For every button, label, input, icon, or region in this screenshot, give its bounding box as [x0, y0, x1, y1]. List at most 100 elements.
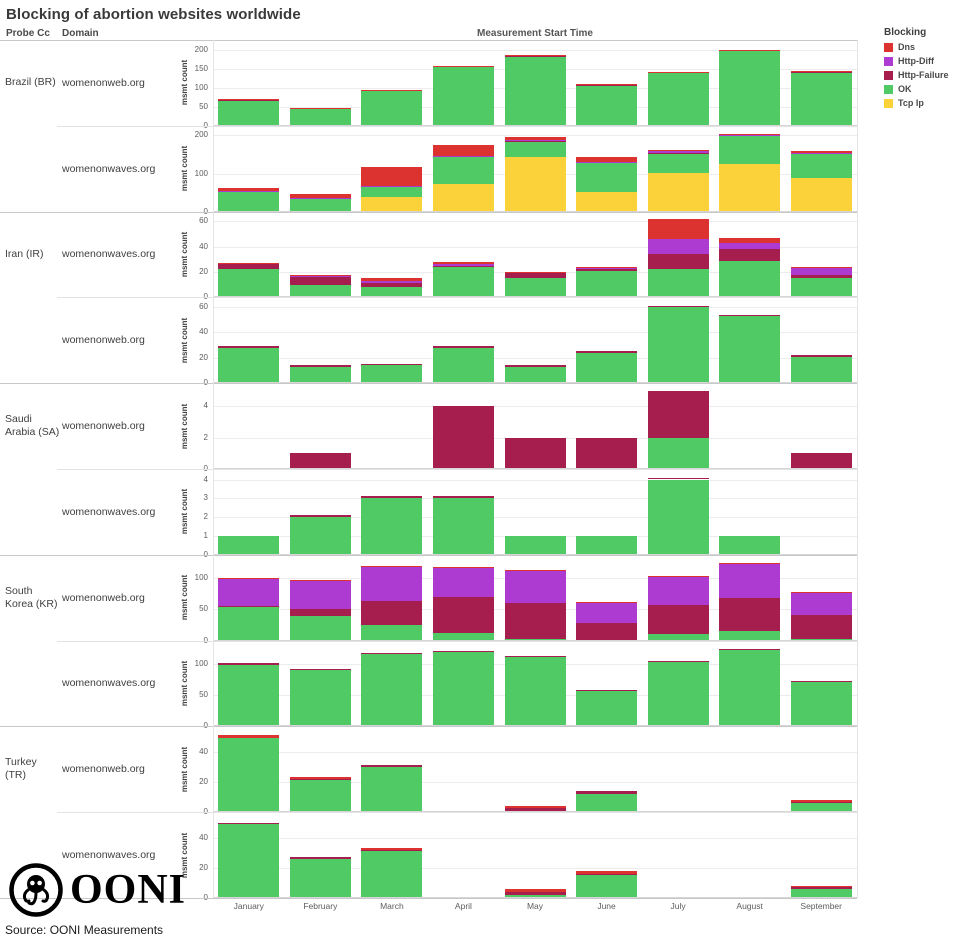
bar-segment-http_failure[interactable]	[504, 437, 566, 469]
bar-segment-tcp_ip[interactable]	[432, 183, 494, 212]
bar-segment-ok[interactable]	[361, 186, 423, 198]
bar-segment-ok[interactable]	[432, 157, 494, 184]
bar-segment-dns[interactable]	[576, 157, 638, 163]
bar-segment-ok[interactable]	[647, 437, 709, 469]
bar-segment-dns[interactable]	[289, 579, 351, 581]
bar-segment-http_diff[interactable]	[790, 268, 852, 275]
bar-segment-ok[interactable]	[218, 100, 280, 126]
bar-segment-ok[interactable]	[361, 624, 423, 641]
bar-segment-dns[interactable]	[504, 55, 566, 57]
bar-segment-ok[interactable]	[719, 535, 781, 555]
bar-segment-dns[interactable]	[719, 563, 781, 565]
bar-segment-ok[interactable]	[361, 851, 423, 898]
bar-segment-http_diff[interactable]	[576, 268, 638, 270]
bar-segment-tcp_ip[interactable]	[647, 173, 709, 212]
bar-segment-dns[interactable]	[432, 566, 494, 568]
bar-segment-ok[interactable]	[218, 269, 280, 298]
bar-segment-http_failure[interactable]	[647, 604, 709, 635]
bar-segment-http_failure[interactable]	[790, 614, 852, 640]
bar-segment-http_diff[interactable]	[432, 264, 494, 266]
bar-segment-http_failure[interactable]	[576, 437, 638, 469]
bar-segment-ok[interactable]	[790, 356, 852, 384]
bar-segment-dns[interactable]	[647, 575, 709, 577]
bar-segment-tcp_ip[interactable]	[719, 163, 781, 212]
bar-segment-ok[interactable]	[218, 347, 280, 384]
bar-segment-http_failure[interactable]	[289, 453, 351, 469]
bar-segment-ok[interactable]	[432, 651, 494, 727]
bar-segment-tcp_ip[interactable]	[576, 191, 638, 212]
bar-segment-http_diff[interactable]	[647, 576, 709, 605]
bar-segment-ok[interactable]	[218, 191, 280, 212]
bar-segment-dns[interactable]	[790, 800, 852, 802]
bar-segment-http_failure[interactable]	[790, 887, 852, 889]
bar-segment-http_failure[interactable]	[361, 283, 423, 288]
bar-segment-ok[interactable]	[576, 875, 638, 898]
legend-item-tcp_ip[interactable]: Tcp Ip	[884, 98, 970, 108]
bar-segment-dns[interactable]	[790, 266, 852, 269]
bar-segment-ok[interactable]	[647, 269, 709, 298]
bar-segment-http_failure[interactable]	[647, 390, 709, 438]
bar-segment-dns[interactable]	[218, 735, 280, 739]
bar-segment-dns[interactable]	[790, 592, 852, 594]
bar-segment-http_failure[interactable]	[218, 606, 280, 608]
bar-segment-http_diff[interactable]	[576, 602, 638, 624]
bar-segment-http_diff[interactable]	[218, 578, 280, 607]
bar-segment-ok[interactable]	[289, 284, 351, 298]
bar-segment-http_failure[interactable]	[790, 680, 852, 683]
bar-segment-http_failure[interactable]	[790, 274, 852, 279]
bar-segment-ok[interactable]	[719, 315, 781, 384]
bar-segment-http_diff[interactable]	[576, 162, 638, 164]
bar-segment-ok[interactable]	[361, 653, 423, 727]
bar-segment-http_failure[interactable]	[647, 305, 709, 307]
bar-segment-http_failure[interactable]	[289, 668, 351, 670]
bar-segment-http_failure[interactable]	[218, 663, 280, 665]
bar-segment-ok[interactable]	[289, 780, 351, 813]
bar-segment-dns[interactable]	[289, 194, 351, 198]
bar-segment-http_diff[interactable]	[504, 570, 566, 604]
bar-segment-http_failure[interactable]	[432, 346, 494, 348]
bar-segment-http_failure[interactable]	[576, 689, 638, 691]
bar-segment-dns[interactable]	[576, 870, 638, 874]
bar-segment-http_diff[interactable]	[647, 238, 709, 255]
bar-segment-dns[interactable]	[576, 84, 638, 86]
bar-segment-http_failure[interactable]	[576, 873, 638, 876]
bar-segment-tcp_ip[interactable]	[504, 157, 566, 212]
bar-segment-dns[interactable]	[361, 89, 423, 91]
bar-segment-ok[interactable]	[719, 50, 781, 126]
bar-segment-ok[interactable]	[790, 888, 852, 898]
bar-segment-dns[interactable]	[289, 107, 351, 109]
bar-segment-ok[interactable]	[361, 287, 423, 298]
bar-segment-http_diff[interactable]	[719, 564, 781, 599]
bar-segment-ok[interactable]	[289, 858, 351, 898]
bar-segment-dns[interactable]	[647, 218, 709, 239]
bar-segment-http_diff[interactable]	[432, 155, 494, 158]
bar-segment-ok[interactable]	[504, 535, 566, 555]
bar-segment-dns[interactable]	[790, 71, 852, 73]
bar-segment-dns[interactable]	[790, 885, 852, 888]
bar-segment-http_diff[interactable]	[790, 593, 852, 615]
bar-segment-ok[interactable]	[576, 794, 638, 813]
legend-item-dns[interactable]: Dns	[884, 42, 970, 52]
bar-segment-dns[interactable]	[361, 166, 423, 186]
bar-segment-ok[interactable]	[576, 85, 638, 126]
bar-segment-ok[interactable]	[719, 650, 781, 727]
bar-segment-ok[interactable]	[719, 135, 781, 164]
bar-segment-http_failure[interactable]	[790, 153, 852, 155]
bar-segment-http_failure[interactable]	[719, 598, 781, 631]
bar-segment-http_failure[interactable]	[504, 140, 566, 142]
bar-segment-http_failure[interactable]	[289, 857, 351, 859]
bar-segment-dns[interactable]	[719, 237, 781, 243]
bar-segment-http_diff[interactable]	[790, 152, 852, 154]
bar-segment-http_diff[interactable]	[504, 139, 566, 141]
bar-segment-dns[interactable]	[218, 99, 280, 101]
bar-segment-http_failure[interactable]	[432, 496, 494, 499]
bar-segment-http_failure[interactable]	[289, 365, 351, 367]
bar-segment-http_failure[interactable]	[218, 264, 280, 270]
bar-segment-http_failure[interactable]	[361, 364, 423, 366]
bar-segment-http_failure[interactable]	[790, 801, 852, 804]
bar-segment-ok[interactable]	[432, 633, 494, 641]
bar-segment-http_failure[interactable]	[504, 655, 566, 658]
bar-segment-ok[interactable]	[576, 352, 638, 384]
bar-segment-dns[interactable]	[218, 187, 280, 191]
bar-segment-ok[interactable]	[647, 307, 709, 384]
